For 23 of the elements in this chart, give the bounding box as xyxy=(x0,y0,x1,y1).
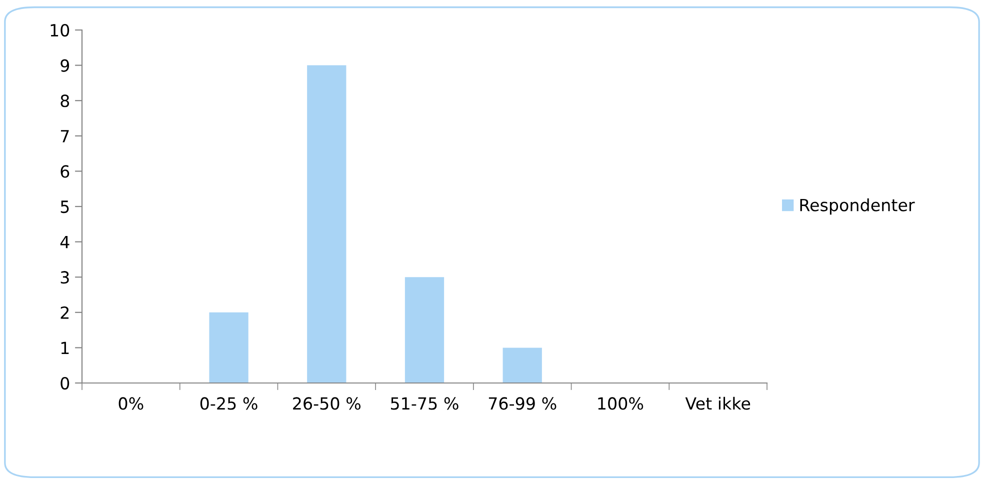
y-tick-label: 3 xyxy=(60,271,69,284)
bar xyxy=(502,348,542,383)
y-tick-label: 7 xyxy=(60,130,69,142)
y-tick-label: 6 xyxy=(60,165,70,178)
y-tick-label: 1 xyxy=(61,342,69,354)
bar xyxy=(209,312,248,383)
x-tick-label: 76-99 % xyxy=(488,397,556,410)
y-tick-label: 2 xyxy=(60,306,69,319)
bar xyxy=(307,65,346,383)
y-tick-label: 9 xyxy=(60,59,70,72)
legend-label: Respondenter xyxy=(800,198,915,215)
y-tick-label: 0 xyxy=(60,376,70,390)
x-tick-label: 26-50 % xyxy=(293,397,361,410)
bar xyxy=(404,277,444,383)
x-tick-label: 51-75 % xyxy=(391,397,458,410)
y-tick-label: 5 xyxy=(60,200,69,214)
x-tick-label: Vet ikke xyxy=(685,396,750,410)
x-tick-label: 100% xyxy=(598,397,644,410)
x-tick-label: 0% xyxy=(118,397,144,410)
y-tick-label: 8 xyxy=(60,94,70,108)
y-tick-label: 4 xyxy=(60,236,70,248)
x-tick-label: 0-25 % xyxy=(200,397,258,410)
y-tick-label: 10 xyxy=(50,24,70,37)
